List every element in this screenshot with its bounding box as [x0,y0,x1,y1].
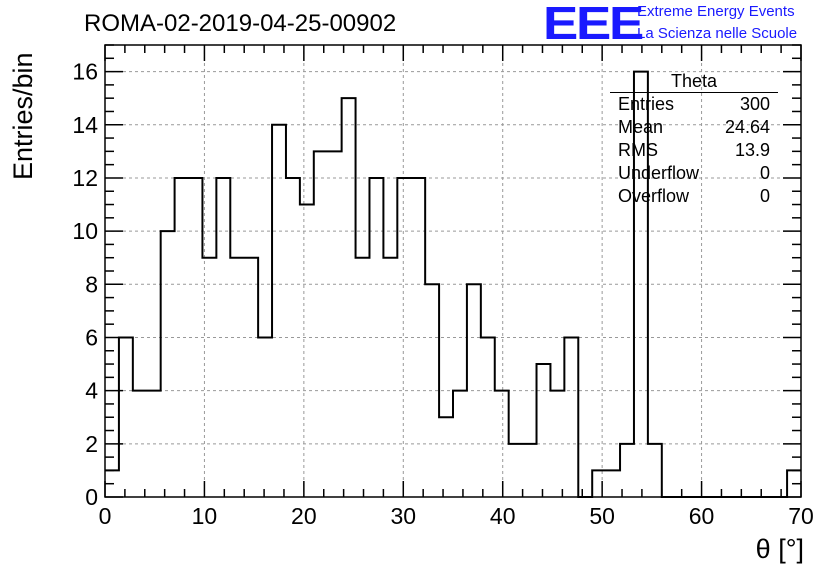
y-tick-label: 4 [85,378,98,404]
histogram-bin [175,178,189,497]
histogram-series [105,70,801,498]
histogram-bin [537,364,551,497]
stats-value: 0 [759,163,770,183]
y-tick-label: 12 [72,165,98,191]
histogram-bin [592,470,606,497]
histogram-bin [258,337,272,497]
x-tick-label: 30 [390,503,416,529]
x-tick-label: 70 [788,503,814,529]
stats-value: 24.64 [724,117,770,137]
histogram-bin [300,205,314,497]
histogram-bin [509,444,523,497]
histogram-bin [356,258,370,497]
y-tick-label: 14 [72,112,98,138]
x-tick-label: 20 [291,503,317,529]
histogram-bin [383,258,397,497]
histogram-bin [523,444,537,497]
histogram-bin [342,98,356,497]
x-tick-label: 50 [589,503,615,529]
histogram-bin [133,391,147,497]
histogram-bin [648,444,662,497]
eee-logo: EEE [543,0,644,49]
stats-label: Underflow [618,163,700,183]
stats-value: 0 [759,186,770,206]
histogram-bin [272,125,286,497]
histogram-bin [161,231,175,497]
histogram-bin [119,337,133,497]
x-tick-label: 60 [689,503,715,529]
logo-line-1: Extreme Energy Events [637,3,795,20]
stats-label: Mean [618,117,664,137]
stats-box: Theta Entries 300 Mean 24.64 RMS 13.9 Un… [610,70,778,208]
y-tick-label: 16 [72,59,98,85]
stats-title: Theta [610,70,778,93]
stats-label: Overflow [618,186,690,206]
y-tick-label: 8 [85,271,98,297]
histogram-outline [105,70,801,498]
y-tick-label: 6 [85,324,98,350]
logo-line-2: La Scienza nelle Scuole [637,25,798,42]
y-tick-label: 10 [72,218,98,244]
y-tick-label: 2 [85,431,98,457]
histogram-bin [216,178,230,497]
histogram-bin [230,258,244,497]
axis-ticks [104,44,802,498]
stats-label: RMS [618,140,658,160]
histogram-bin [606,470,620,497]
histogram-bin [328,151,342,497]
y-axis-label: Entries/bin [8,52,38,180]
histogram-bin [314,151,328,497]
x-tick-label: 40 [490,503,516,529]
histogram-bin [244,258,258,497]
histogram-bin [481,337,495,497]
x-tick-label: 0 [99,503,112,529]
stats-row-entries: Entries 300 [610,93,778,116]
stats-row-underflow: Underflow 0 [610,162,778,185]
tick-labels: 0 10 20 30 40 50 60 70 0 2 4 6 8 10 12 14 16 [72,59,813,529]
histogram-bin [439,417,453,497]
stats-row-overflow: Overflow 0 [610,185,778,208]
y-tick-label: 0 [85,484,98,510]
stats-label: Entries [618,94,675,114]
stats-value: 13.9 [734,140,770,160]
x-axis-label: θ [°] [755,534,804,564]
stats-row-mean: Mean 24.64 [610,116,778,139]
chart-title: ROMA-02-2019-04-25-00902 [84,10,397,37]
histogram-bin [564,337,578,497]
stats-row-rms: RMS 13.9 [610,139,778,162]
x-tick-label: 10 [192,503,218,529]
stats-value: 300 [739,94,770,114]
